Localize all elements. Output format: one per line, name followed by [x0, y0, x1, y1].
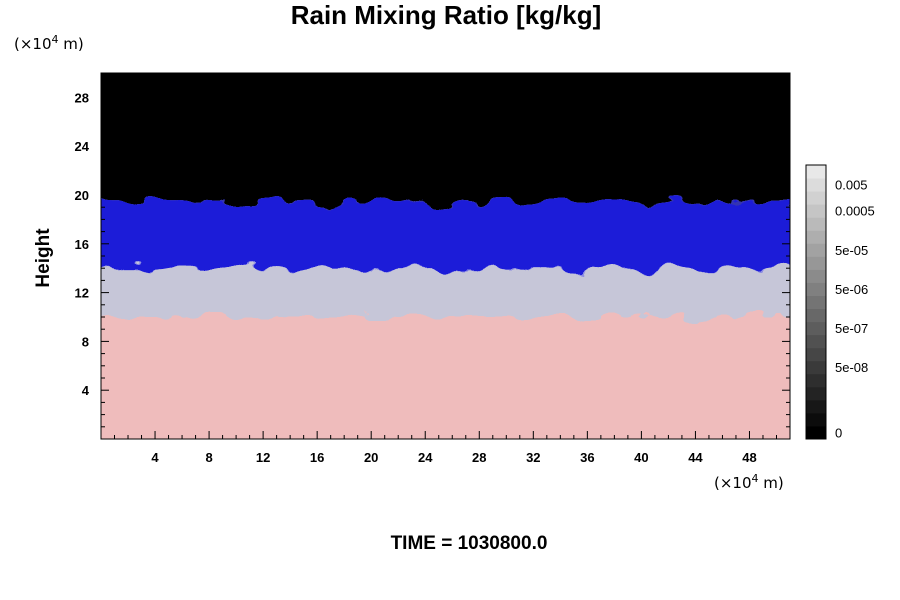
x-tick-label: 8 — [205, 450, 212, 465]
colorbar-label: 0.005 — [835, 178, 868, 193]
colorbar-label: 5e-06 — [835, 282, 868, 297]
colorbar-segment — [806, 360, 826, 375]
colorbar-segment — [806, 230, 826, 244]
x-tick-label: 24 — [418, 450, 433, 465]
y-unit-prefix: (×10 — [14, 35, 52, 53]
y-unit-label: (×104 m) — [14, 33, 84, 53]
x-tick-label: 32 — [526, 450, 540, 465]
colorbar-frame — [805, 164, 827, 440]
y-axis-label: Height — [33, 228, 54, 288]
y-tick-label: 28 — [75, 90, 89, 105]
colorbar-segment — [806, 178, 826, 192]
colorbar-segment — [806, 256, 826, 270]
colorbar-segment — [806, 217, 826, 231]
y-tick-label: 4 — [82, 383, 90, 398]
x-unit-exponent: 4 — [752, 472, 759, 485]
x-tick-label: 16 — [310, 450, 324, 465]
field-layer-lower — [101, 317, 790, 439]
x-tick-label: 40 — [634, 450, 648, 465]
y-tick-label: 20 — [75, 188, 89, 203]
y-unit-exponent: 4 — [52, 33, 59, 46]
x-tick-label: 20 — [364, 450, 378, 465]
x-axis: 4 8 12 16 20 24 28 32 36 40 44 48 — [114, 73, 777, 465]
x-unit-suffix: m) — [759, 474, 784, 492]
x-unit-prefix: (×10 — [714, 474, 752, 492]
y-tick-label: 8 — [82, 334, 89, 349]
field-layer-upper — [101, 73, 790, 202]
x-tick-label: 4 — [151, 450, 159, 465]
x-tick-label: 48 — [742, 450, 756, 465]
time-annotation: TIME = 1030800.0 — [391, 533, 548, 554]
colorbar: 0.005 0.0005 5e-05 5e-06 5e-07 5e-08 0 — [805, 164, 875, 440]
colorbar-segment — [806, 308, 826, 323]
y-tick-label: 24 — [75, 139, 90, 154]
colorbar-label: 0 — [835, 425, 842, 440]
y-axis: 4 8 12 16 20 24 28 — [75, 84, 790, 428]
colorbar-label: 5e-05 — [835, 243, 868, 258]
colorbar-segment — [806, 334, 826, 349]
x-unit-label: (×104 m) — [714, 472, 784, 492]
y-tick-label: 16 — [75, 237, 89, 252]
colorbar-segment — [806, 191, 826, 205]
colorbar-segment — [806, 386, 826, 401]
y-tick-label: 12 — [75, 286, 89, 301]
colorbar-label: 5e-07 — [835, 321, 868, 336]
colorbar-segment — [806, 269, 826, 283]
y-unit-suffix: m) — [59, 35, 84, 53]
colorbar-segment — [806, 204, 826, 218]
colorbar-segment — [806, 282, 826, 296]
colorbar-segment — [806, 321, 826, 336]
heatmap-plot-area — [101, 73, 790, 439]
colorbar-segment — [806, 347, 826, 362]
chart-title: Rain Mixing Ratio [kg/kg] — [291, 0, 602, 30]
colorbar-segment — [806, 165, 826, 179]
colorbar-segment — [806, 295, 826, 310]
colorbar-segment — [806, 243, 826, 257]
colorbar-label: 5e-08 — [835, 360, 868, 375]
field-layer-transition — [101, 268, 790, 317]
heatmap-field — [101, 73, 790, 439]
x-tick-label: 28 — [472, 450, 486, 465]
x-tick-label: 36 — [580, 450, 594, 465]
colorbar-label: 0.0005 — [835, 204, 875, 219]
colorbar-segment — [806, 425, 826, 440]
x-tick-label: 44 — [688, 450, 703, 465]
colorbar-segment — [806, 399, 826, 414]
field-layer-middle — [101, 201, 790, 269]
colorbar-segment — [806, 373, 826, 388]
x-tick-label: 12 — [256, 450, 270, 465]
colorbar-segment — [806, 412, 826, 427]
